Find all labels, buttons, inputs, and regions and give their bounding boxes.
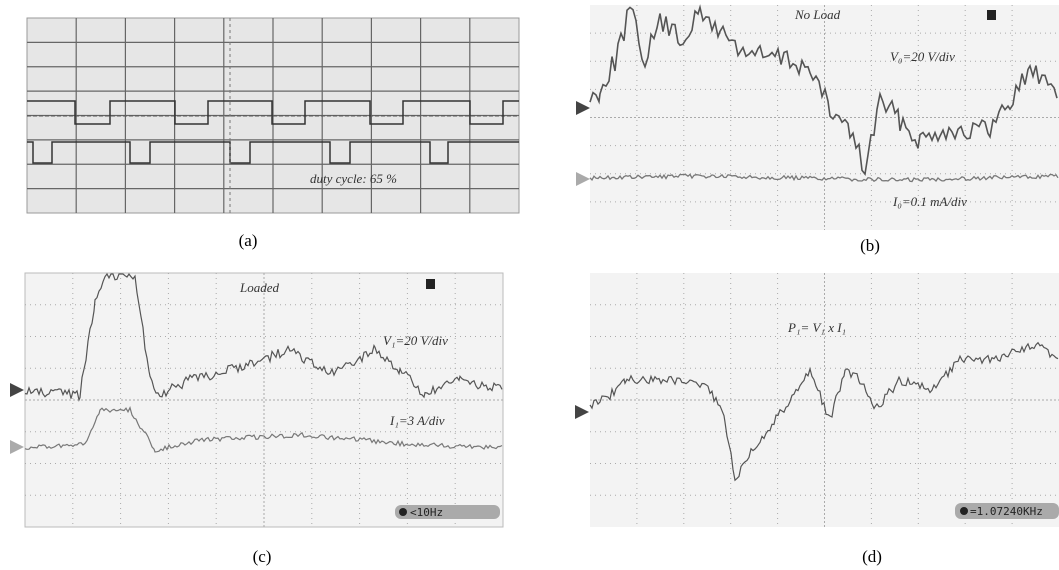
annotation: P₁= V₁ x I₁ — [787, 320, 846, 335]
readout-icon — [399, 508, 407, 516]
annotation: V₁=20 V/div — [383, 333, 448, 348]
caption: (c) — [253, 547, 272, 566]
annotation: I₀=0.1 mA/div — [892, 194, 967, 209]
channel-marker — [576, 172, 590, 186]
annotation: I₁=3 A/div — [389, 413, 445, 428]
trigger-icon — [987, 10, 996, 20]
readout: <10Hz — [410, 506, 443, 519]
readout: =1.07240KHz — [970, 505, 1043, 518]
annotation: V₀=20 V/div — [890, 49, 955, 64]
panel-c-screen — [25, 273, 503, 527]
channel-marker — [576, 101, 590, 115]
channel-marker — [10, 440, 24, 454]
caption: (d) — [862, 547, 882, 566]
channel-marker — [10, 383, 24, 397]
caption: (b) — [860, 236, 880, 255]
panel-d-screen — [590, 273, 1059, 527]
annotation: duty cycle: 65 % — [310, 171, 397, 186]
annotation: Loaded — [239, 280, 280, 295]
trigger-icon — [426, 279, 435, 289]
readout-icon — [960, 507, 968, 515]
caption: (a) — [239, 231, 258, 250]
figure: duty cycle: 65 % (a) No Load V₀=20 V/div… — [0, 0, 1059, 570]
annotation: No Load — [794, 7, 841, 22]
channel-marker — [575, 405, 589, 419]
